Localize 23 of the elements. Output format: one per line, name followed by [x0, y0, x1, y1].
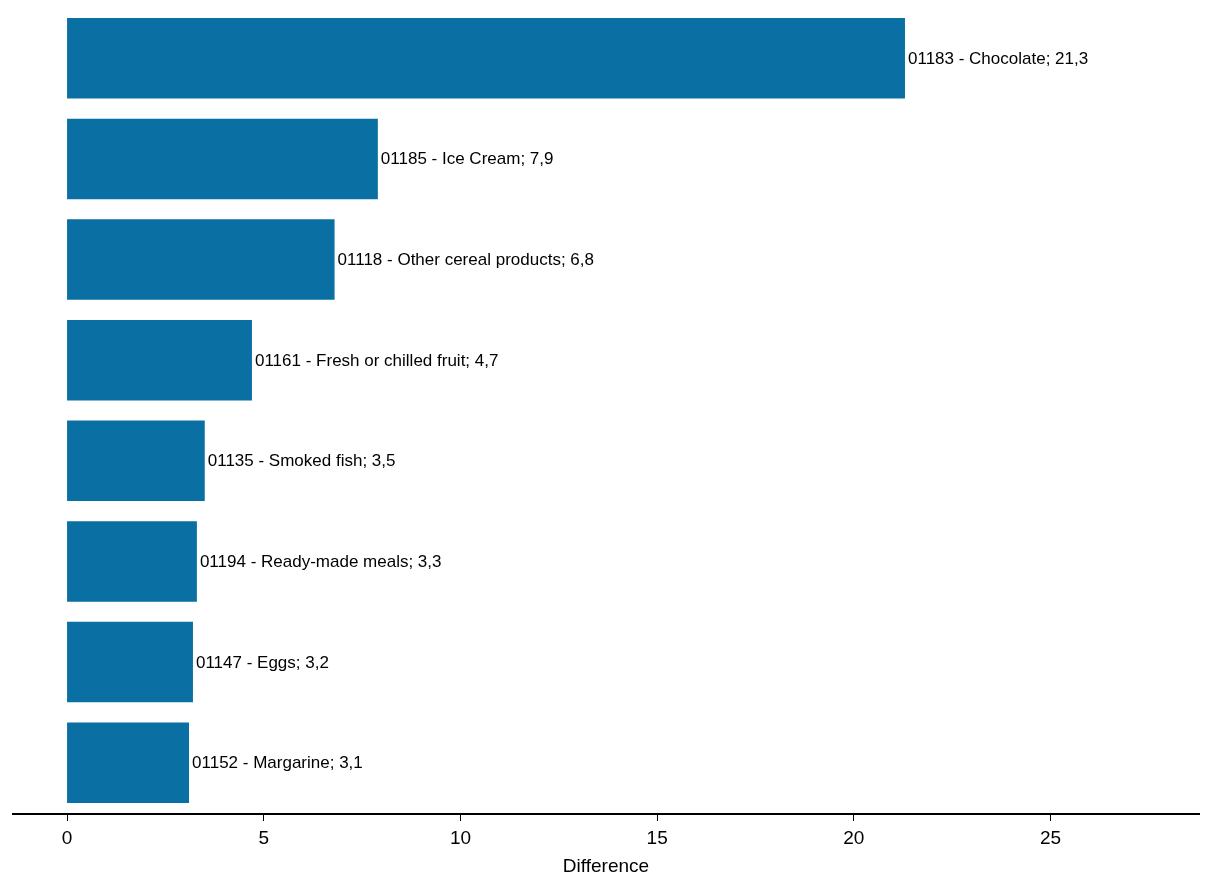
data-label: 01118 - Other cereal products; 6,8	[337, 250, 594, 270]
data-label: 01185 - Ice Cream; 7,9	[380, 149, 554, 169]
bar	[67, 219, 335, 300]
data-label: 01161 - Fresh or chilled fruit; 4,7	[254, 350, 499, 370]
x-tick-label: 25	[1039, 826, 1062, 848]
data-label: 01183 - Chocolate; 21,3	[907, 48, 1089, 68]
x-tick-label: 5	[258, 826, 270, 848]
bar	[67, 18, 905, 99]
data-label: 01147 - Eggs; 3,2	[195, 652, 329, 672]
x-tick-label: 20	[843, 826, 865, 848]
bar	[67, 621, 193, 703]
data-label: 01135 - Smoked fish; 3,5	[207, 451, 396, 471]
bar	[67, 521, 197, 602]
x-axis-title: Difference	[562, 855, 650, 877]
bar	[67, 118, 378, 200]
x-tick-label: 0	[61, 826, 73, 848]
bar	[67, 722, 190, 803]
bar	[67, 420, 205, 502]
x-tick-label: 10	[449, 826, 472, 848]
data-label: 01152 - Margarine; 3,1	[192, 753, 363, 773]
x-tick-label: 15	[646, 826, 668, 848]
bar	[67, 319, 252, 401]
data-label: 01194 - Ready-made meals; 3,3	[199, 551, 442, 571]
